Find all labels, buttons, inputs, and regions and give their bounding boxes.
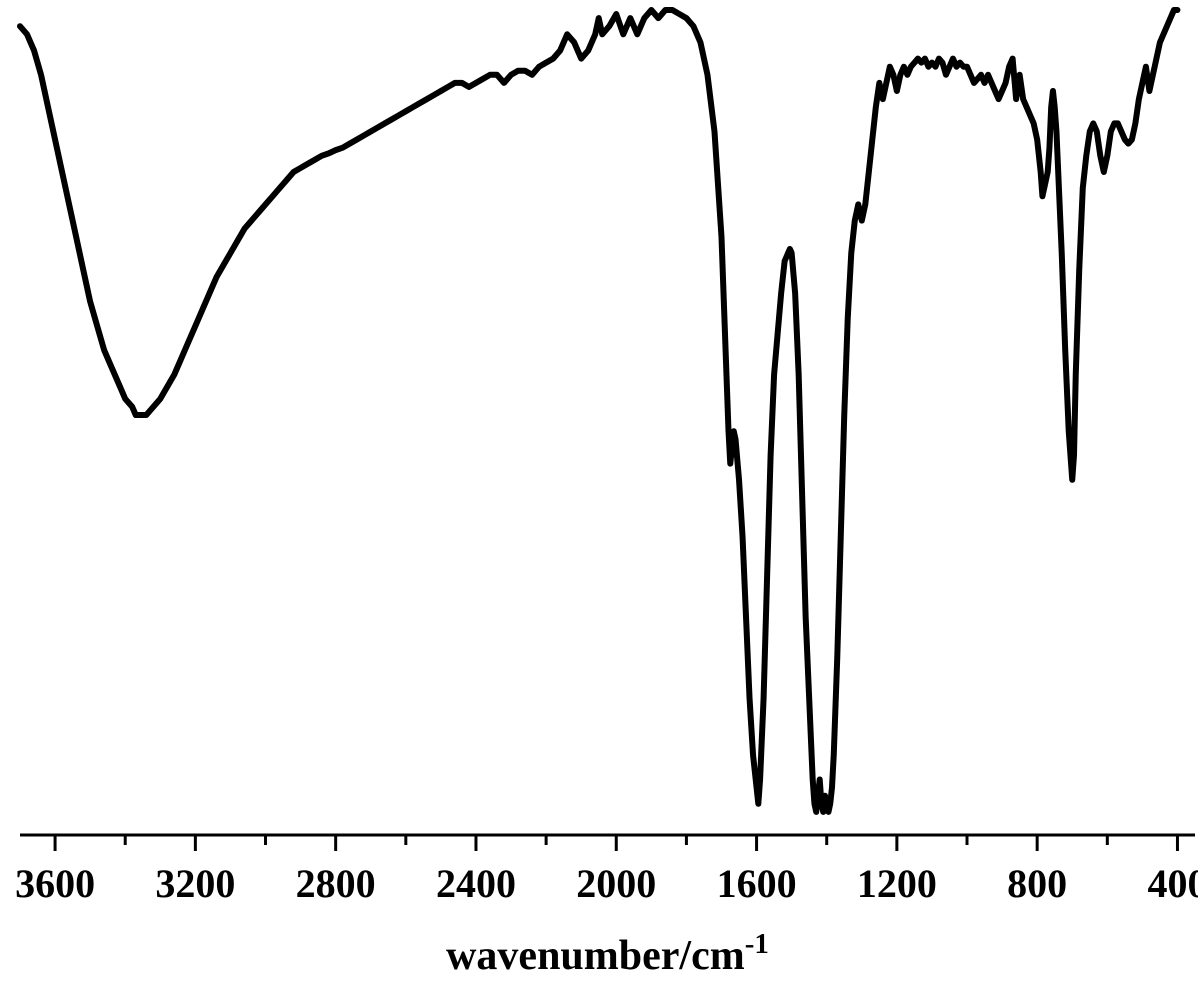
x-tick-label: 1200 bbox=[857, 861, 937, 906]
ir-spectrum-chart: 3600 3200 2800 2400 2000 1600 1200 800 400 wavenu… bbox=[0, 0, 1198, 983]
x-tick-label: 2000 bbox=[576, 861, 656, 906]
chart-svg: 3600 3200 2800 2400 2000 1600 1200 800 400 wavenu… bbox=[0, 0, 1198, 983]
x-tick-label: 2800 bbox=[296, 861, 376, 906]
x-tick-label: 3200 bbox=[155, 861, 235, 906]
x-tick-label: 800 bbox=[1007, 861, 1067, 906]
x-axis-label: wavenumber/cm-1 bbox=[446, 928, 769, 979]
x-tick-label: 400 bbox=[1147, 861, 1198, 906]
x-tick-label: 2400 bbox=[436, 861, 516, 906]
x-tick-label: 1600 bbox=[717, 861, 797, 906]
x-tick-label: 3600 bbox=[15, 861, 95, 906]
